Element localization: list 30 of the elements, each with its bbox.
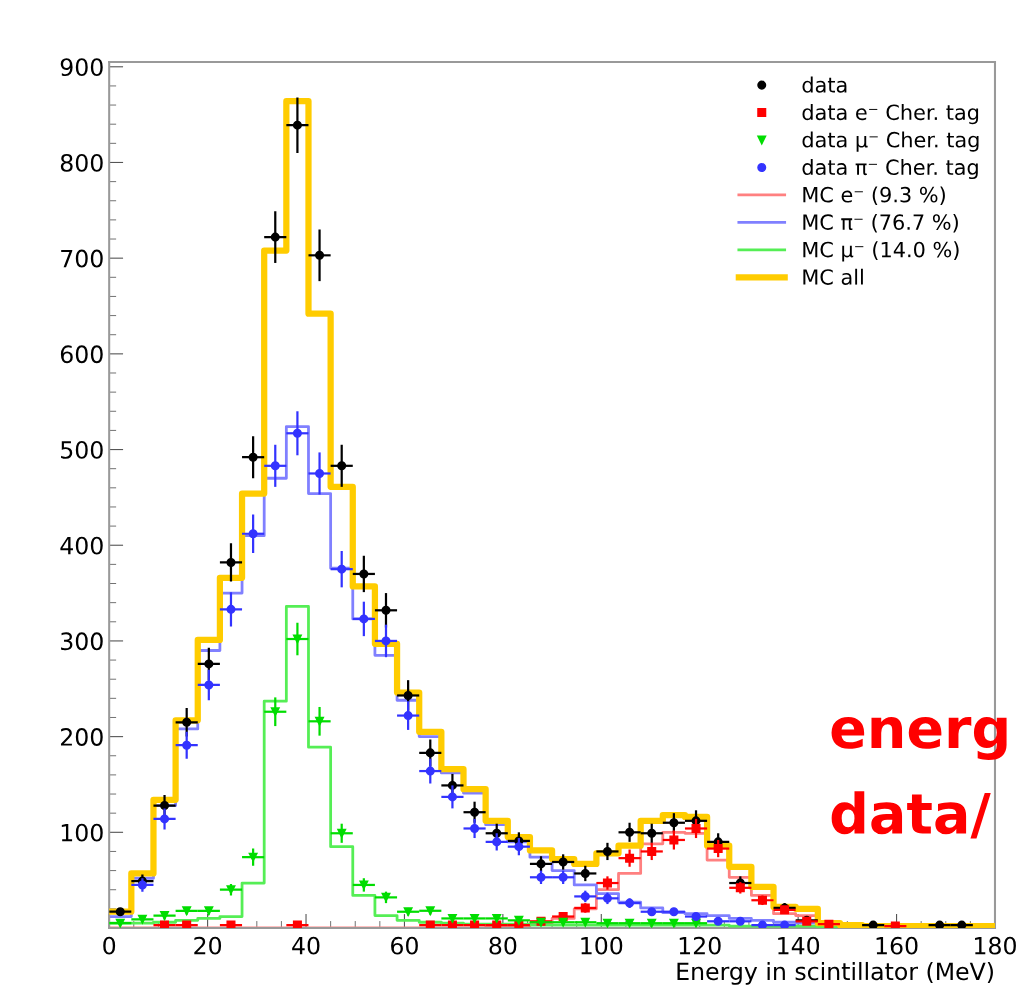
x-tick-label: 120	[679, 936, 721, 955]
legend-label: MC all	[803, 268, 863, 285]
x-tick-label: 160	[876, 936, 918, 955]
y-tick-label: 600	[60, 345, 103, 364]
y-tick-label: 700	[61, 249, 103, 268]
y-tick-label: 900	[60, 58, 103, 77]
x-tick-label: 40	[292, 936, 320, 955]
legend-label: MC e⁻ (9.3 %)	[803, 186, 945, 205]
legend-label: data	[802, 76, 847, 93]
annotation: energ	[831, 716, 1007, 760]
x-tick-label: 180	[975, 936, 1016, 955]
x-tick-label: 80	[489, 936, 517, 955]
legend-label: data μ⁻ Cher. tag	[802, 131, 979, 152]
y-tick-label: 400	[60, 536, 103, 555]
y-tick-label: 800	[60, 153, 103, 172]
y-tick-label: 300	[61, 632, 103, 651]
legend-label: data π⁻ Cher. tag	[802, 158, 978, 180]
x-tick-label: 60	[391, 936, 418, 955]
x-tick-label: 20	[194, 936, 222, 955]
x-axis-title: Energy in scintillator (MeV)	[677, 961, 993, 985]
legend-label: MC π⁻ (76.7 %)	[803, 213, 958, 233]
x-tick-label: 100	[581, 936, 623, 955]
y-tick-label: 200	[60, 728, 103, 746]
x-tick-label: 0	[103, 936, 116, 955]
y-tick-label: 500	[61, 440, 103, 459]
y-tick-label: 100	[61, 823, 103, 842]
annotation: data/	[831, 791, 991, 839]
x-tick-label: 140	[778, 936, 820, 955]
legend-label: MC μ⁻ (14.0 %)	[803, 241, 959, 262]
legend-label: data e⁻ Cher. tag	[802, 104, 979, 125]
